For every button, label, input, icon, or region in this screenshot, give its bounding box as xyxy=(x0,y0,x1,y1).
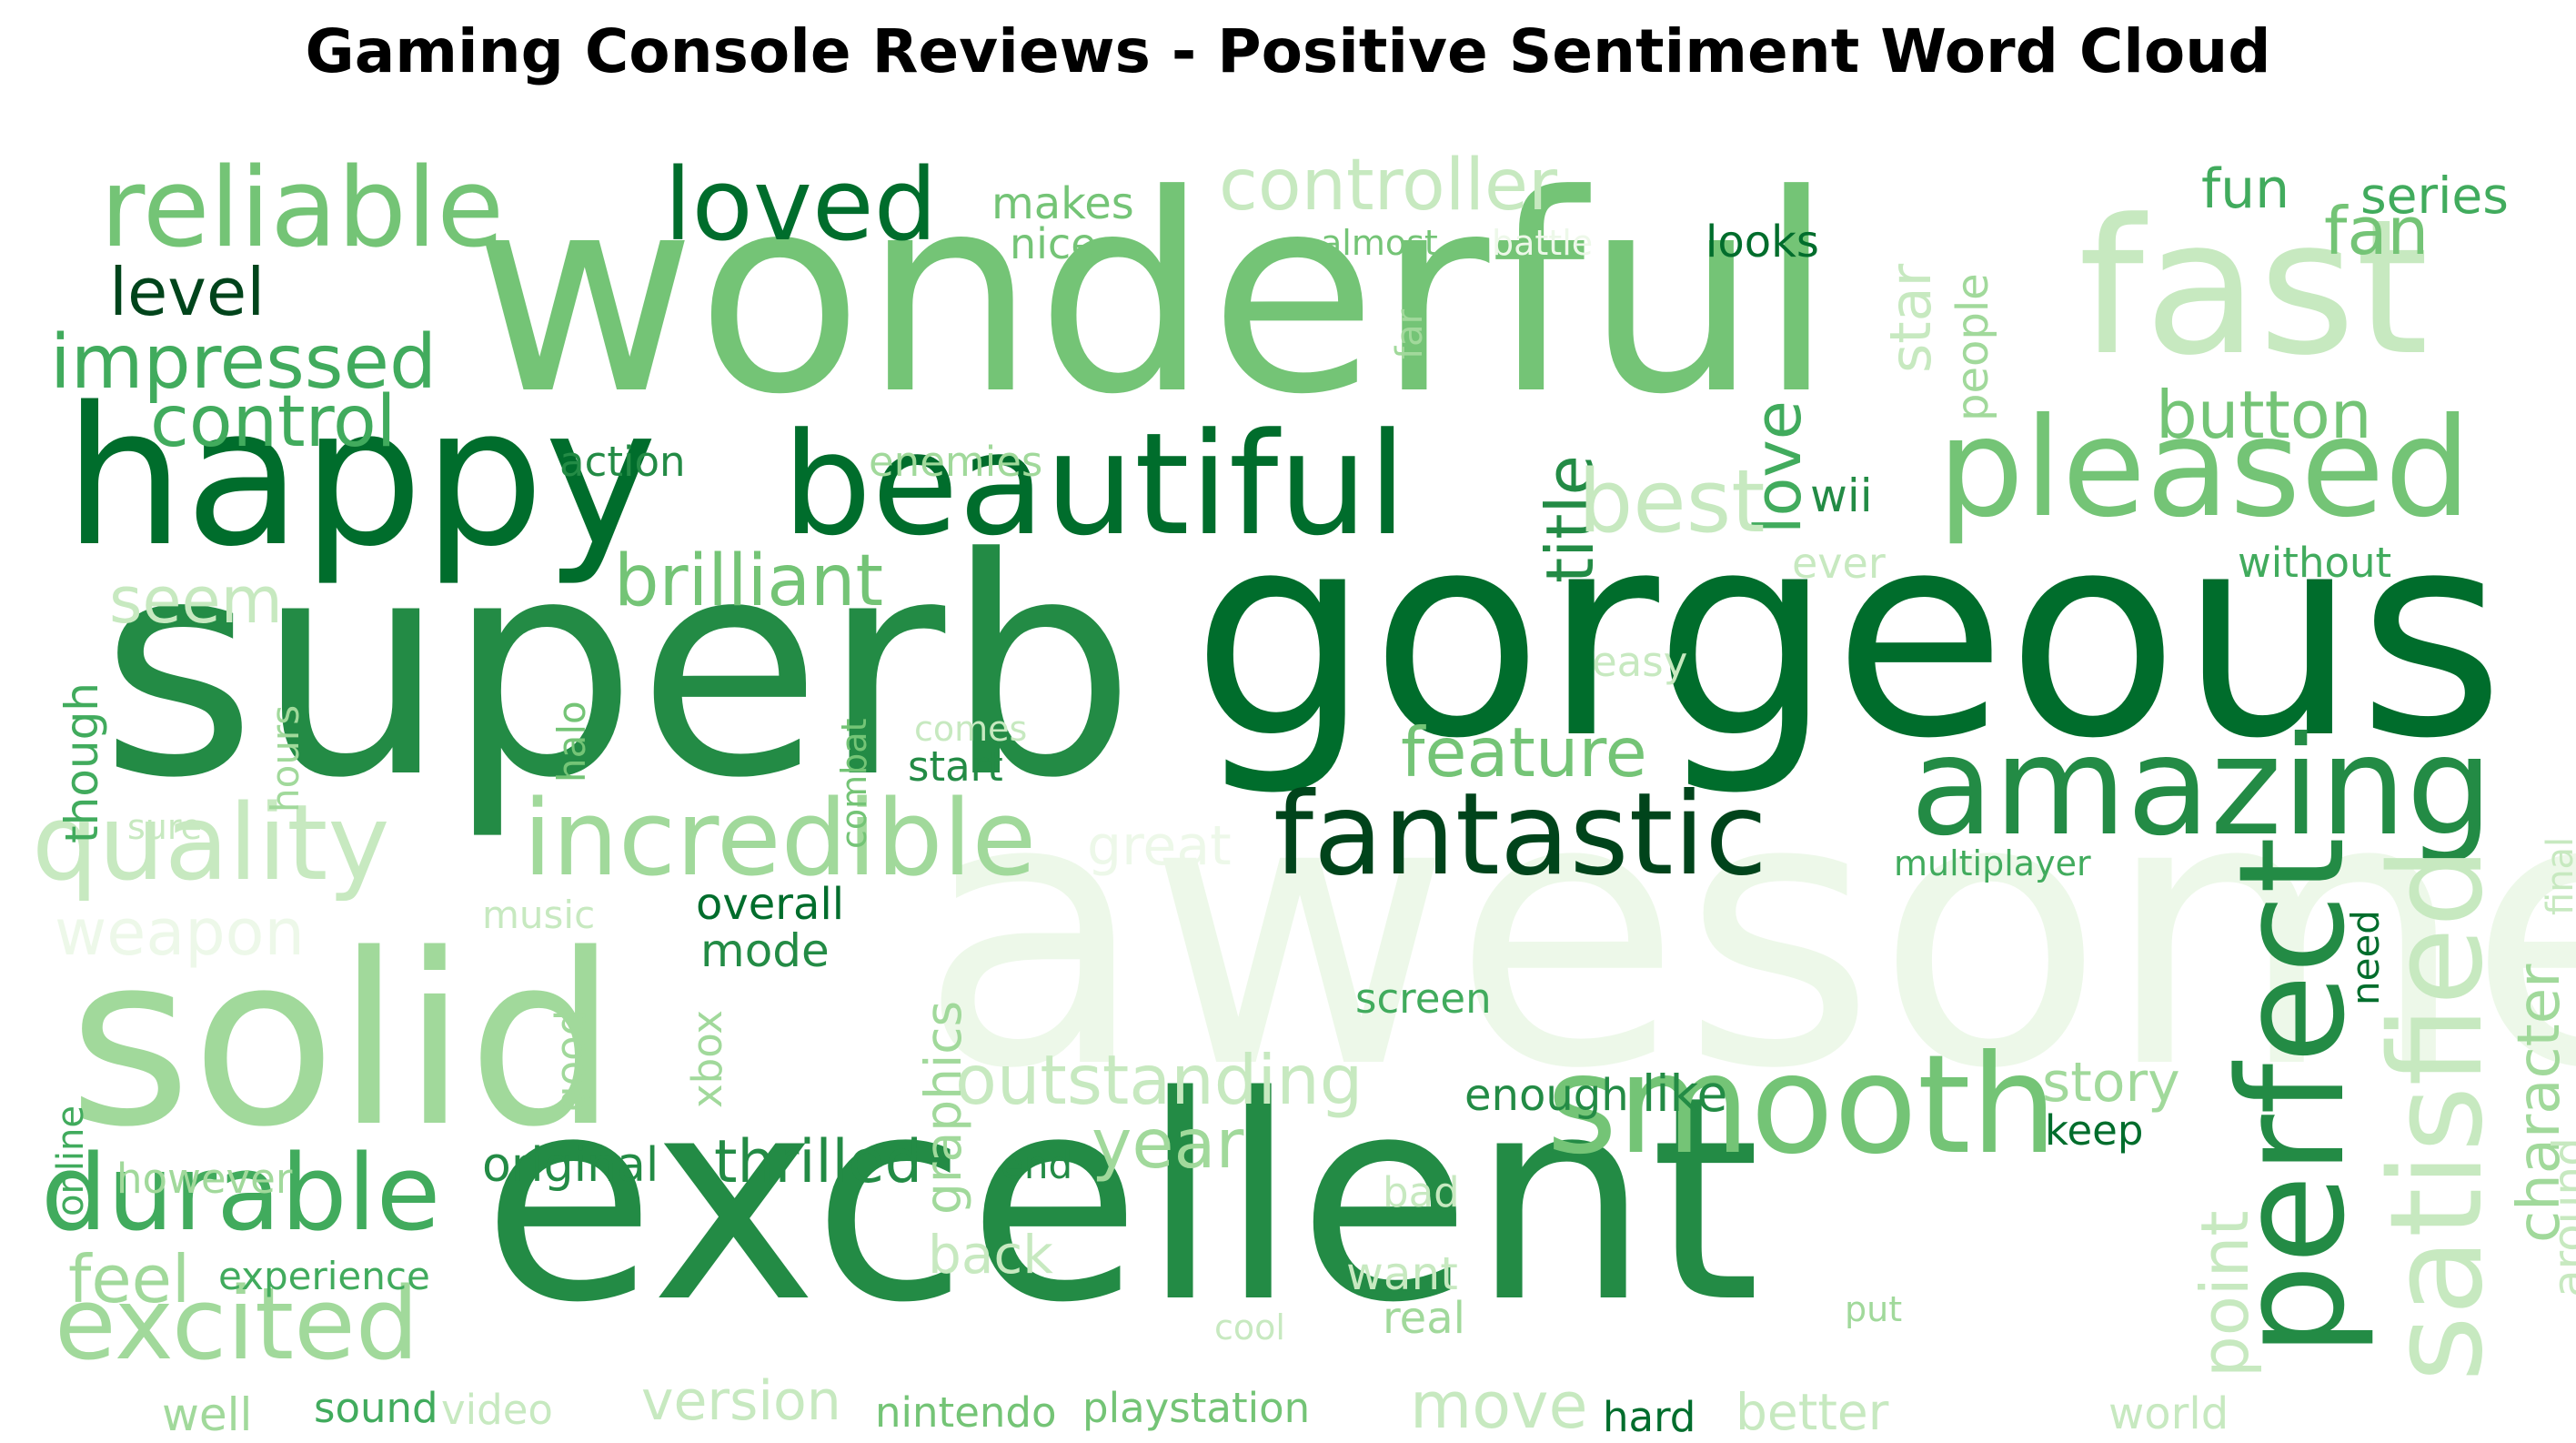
word-video: video xyxy=(441,1386,553,1434)
word-star: star xyxy=(1877,263,1944,373)
word-excited: excited xyxy=(55,1266,419,1382)
word-hard: hard xyxy=(1603,1393,1696,1441)
word-loved: loved xyxy=(664,146,938,263)
word-smooth: smooth xyxy=(1546,1026,2058,1185)
word-incredible: incredible xyxy=(523,778,1037,900)
word-end: end xyxy=(1001,1143,1073,1187)
word-fast: fast xyxy=(2078,180,2429,397)
word-version: version xyxy=(641,1369,841,1433)
word-excellent: excellent xyxy=(482,1036,1761,1365)
word-happy: happy xyxy=(64,366,658,589)
word-solid: solid xyxy=(68,904,619,1179)
word-level: level xyxy=(109,254,266,330)
word-nice: nice xyxy=(1010,219,1097,268)
word-fantastic: fantastic xyxy=(1273,769,1768,901)
word-controller: controller xyxy=(1219,145,1558,227)
word-amazing: amazing xyxy=(1910,708,2493,866)
word-sound: sound xyxy=(314,1384,438,1432)
word-comes: comes xyxy=(914,709,1028,749)
word-reliable: reliable xyxy=(100,146,505,272)
word-outstanding: outstanding xyxy=(955,1040,1363,1120)
word-gorgeous: gorgeous xyxy=(1192,472,2505,801)
word-playstation: playstation xyxy=(1082,1384,1311,1432)
word-want: want xyxy=(1346,1247,1458,1300)
word-looks: looks xyxy=(1706,217,1819,267)
word-experience: experience xyxy=(218,1254,430,1298)
word-start: start xyxy=(908,742,1003,791)
word-fun: fun xyxy=(2201,157,2290,221)
word-however: however xyxy=(116,1155,293,1203)
word-fan: fan xyxy=(2324,193,2430,269)
word-wii: wii xyxy=(1810,469,1873,522)
word-back: back xyxy=(928,1224,1053,1286)
word-feature: feature xyxy=(1401,712,1647,792)
word-keep: keep xyxy=(2045,1106,2144,1155)
word-button: button xyxy=(2156,377,2372,453)
word-enemies: enemies xyxy=(869,438,1043,486)
word-original: original xyxy=(482,1138,659,1193)
word-thrilled: thrilled xyxy=(714,1128,922,1196)
word-awesome: awesome xyxy=(919,715,2576,1150)
word-point: point xyxy=(2187,1210,2263,1377)
word-easy: easy xyxy=(1592,638,1688,686)
word-satisfied: satisfied xyxy=(2363,846,2511,1382)
word-combat: combat xyxy=(834,718,874,849)
word-feel: feel xyxy=(68,1241,190,1317)
word-brilliant: brilliant xyxy=(614,540,884,622)
word-far: far xyxy=(1389,308,1431,359)
word-enough: enough xyxy=(1464,1070,1629,1121)
word-real: real xyxy=(1383,1293,1465,1344)
word-superb: superb xyxy=(100,494,1136,843)
word-without: without xyxy=(2238,539,2392,587)
word-people: people xyxy=(1947,273,1998,421)
word-screen: screen xyxy=(1355,974,1492,1023)
word-bad: bad xyxy=(1383,1168,1460,1216)
word-overall: overall xyxy=(696,879,845,930)
word-cool: cool xyxy=(1214,1307,1285,1347)
word-good: good xyxy=(547,1009,595,1112)
word-mode: mode xyxy=(700,924,830,977)
word-control: control xyxy=(150,381,397,463)
word-battle: battle xyxy=(1492,223,1594,263)
word-quality: quality xyxy=(32,782,390,904)
word-series: series xyxy=(2360,166,2509,225)
word-music: music xyxy=(482,893,596,937)
word-online: online xyxy=(50,1105,92,1216)
word-almost: almost xyxy=(1321,223,1438,263)
word-well: well xyxy=(162,1388,253,1441)
word-final: final xyxy=(2540,836,2576,915)
word-great: great xyxy=(1087,814,1232,878)
word-action: action xyxy=(559,438,686,486)
word-sure: sure xyxy=(127,807,203,847)
word-hours: hours xyxy=(263,704,307,812)
word-world: world xyxy=(2108,1388,2229,1439)
word-need: need xyxy=(2343,910,2388,1005)
word-around: around xyxy=(2543,1137,2576,1297)
word-multiplayer: multiplayer xyxy=(1894,843,2091,883)
word-nintendo: nintendo xyxy=(875,1388,1057,1437)
word-though: though xyxy=(55,681,108,843)
word-story: story xyxy=(2042,1051,2180,1115)
word-like: like xyxy=(1642,1065,1728,1123)
word-seem: seem xyxy=(109,563,283,638)
word-halo: halo xyxy=(549,701,594,782)
word-year: year xyxy=(1092,1104,1244,1184)
word-wonderful: wonderful xyxy=(473,136,1835,454)
word-xbox: xbox xyxy=(683,1010,731,1108)
chart-title: Gaming Console Reviews - Positive Sentim… xyxy=(305,16,2271,86)
word-better: better xyxy=(1736,1383,1889,1441)
word-best: best xyxy=(1578,452,1766,552)
word-put: put xyxy=(1845,1289,1903,1329)
word-move: move xyxy=(1410,1368,1588,1443)
word-durable: durable xyxy=(41,1133,441,1255)
word-pleased: pleased xyxy=(1937,389,2471,548)
word-ever: ever xyxy=(1792,539,1886,588)
word-impressed: impressed xyxy=(50,319,438,406)
word-graphics: graphics xyxy=(914,1000,972,1215)
word-beautiful: beautiful xyxy=(782,402,1407,567)
word-weapon: weapon xyxy=(55,895,305,970)
word-makes: makes xyxy=(991,178,1134,229)
